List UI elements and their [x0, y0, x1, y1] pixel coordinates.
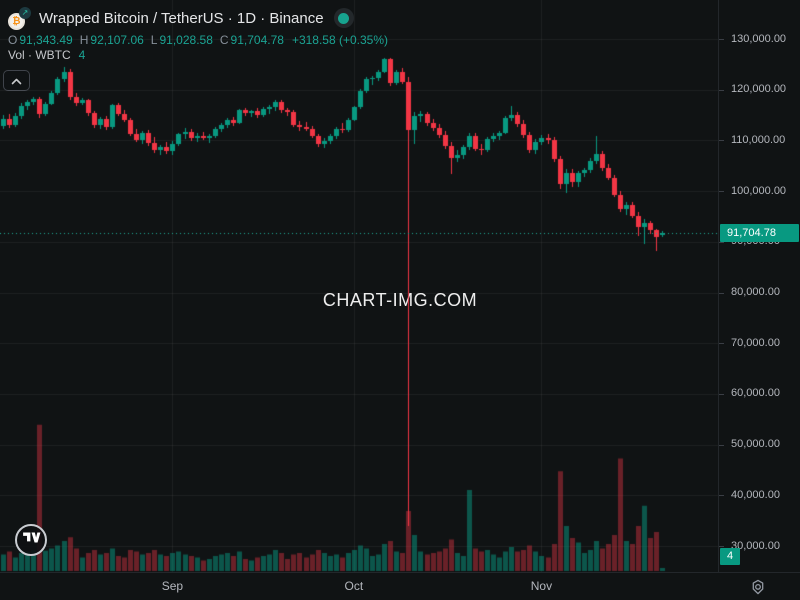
time-tick-label: Oct: [344, 579, 364, 593]
price-tick-label: 120,000.00: [731, 83, 787, 96]
high-label: H: [79, 33, 89, 47]
price-tick-mark: [719, 140, 724, 141]
price-tick-label: 50,000.00: [731, 438, 780, 451]
market-status-indicator[interactable]: [333, 8, 354, 28]
price-tick-label: 80,000.00: [731, 286, 780, 298]
market-status-dot-icon: [338, 12, 350, 24]
price-tick-label: 60,000.00: [731, 387, 780, 400]
wrap-arrow-icon: ↗: [19, 6, 31, 19]
open-value: 91,343.49: [19, 33, 73, 47]
last-volume-badge: 4: [720, 548, 740, 565]
price-tick-mark: [719, 445, 724, 446]
change-value: +318.58 (+0.35%): [291, 33, 389, 47]
time-tick-label: Nov: [530, 579, 553, 593]
volume-row: Vol · WBTC 4: [8, 48, 388, 62]
low-label: L: [150, 33, 158, 47]
wbtc-logo-icon: ₿ ↗: [8, 6, 31, 30]
open-label: O: [8, 33, 18, 47]
volume-value: 4: [78, 48, 86, 62]
price-tick-label: 70,000.00: [731, 336, 780, 349]
price-tick-mark: [719, 293, 724, 294]
volume-label: Vol · WBTC: [8, 48, 71, 62]
low-value: 91,028.58: [159, 33, 213, 47]
chart-legend: ₿ ↗ Wrapped Bitcoin / TetherUS · 1D · Bi…: [8, 6, 388, 62]
last-price-badge: 91,704.78: [720, 224, 799, 243]
price-tick-label: 30,000.00: [731, 539, 780, 552]
price-tick-label: 40,000.00: [731, 488, 780, 501]
price-tick-label: 130,000.00: [731, 32, 787, 45]
time-tick-label: Sep: [161, 579, 184, 593]
price-scale[interactable]: 4 130,000.00 120,000.00 110,000.00 100,000.…: [718, 0, 800, 572]
close-label: C: [219, 33, 229, 47]
close-value: 91,704.78: [230, 33, 284, 47]
price-tick-mark: [719, 39, 724, 40]
price-tick-mark: [719, 546, 724, 547]
price-tick-mark: [719, 191, 724, 192]
price-tick-mark: [719, 394, 724, 395]
ohlc-row: O 91,343.49 H 92,107.06 L 91,028.58 C 91,704.78…: [8, 33, 388, 47]
symbol-row[interactable]: ₿ ↗ Wrapped Bitcoin / TetherUS · 1D · Bi…: [8, 6, 388, 30]
price-tick-mark: [719, 242, 724, 243]
symbol-title[interactable]: Wrapped Bitcoin / TetherUS · 1D · Binanc…: [39, 9, 324, 27]
tradingview-icon: [22, 531, 41, 549]
tradingview-logo[interactable]: [15, 524, 47, 556]
time-scale[interactable]: Sep Oct Nov: [0, 572, 800, 600]
scale-settings-gear-icon[interactable]: [749, 578, 767, 596]
price-tick-label: 110,000.00: [731, 133, 786, 146]
price-tick-mark: [719, 343, 724, 344]
price-tick-label: 100,000.00: [731, 184, 787, 197]
price-tick-mark: [719, 90, 724, 91]
high-value: 92,107.06: [90, 33, 144, 47]
price-tick-mark: [719, 495, 724, 496]
